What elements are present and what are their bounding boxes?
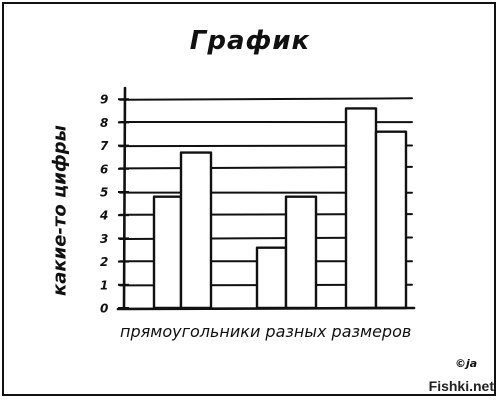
y-tick-label: 8 <box>100 116 108 130</box>
x-axis-label: прямоугольники разных размеров <box>120 322 412 341</box>
bar <box>255 246 288 310</box>
axes <box>116 86 416 311</box>
bar <box>374 130 408 310</box>
bar <box>344 107 378 310</box>
y-tick-label: 0 <box>100 302 108 316</box>
y-tick-label: 6 <box>100 162 108 176</box>
watermark-text: Fishki.net <box>428 378 494 394</box>
y-tick-label: 9 <box>100 93 108 107</box>
y-tick-label: 3 <box>100 232 108 246</box>
bar <box>179 151 213 310</box>
y-tick-label: 1 <box>100 278 108 292</box>
y-tick-label: 5 <box>100 186 108 200</box>
y-tick-label: 4 <box>99 209 108 223</box>
grid-line <box>119 97 413 101</box>
bar <box>152 195 183 310</box>
y-axis-line <box>122 86 127 310</box>
chart-title: График <box>189 26 311 56</box>
copyright-text: ©ja <box>455 357 478 370</box>
y-tick-label: 2 <box>100 255 108 269</box>
chart-frame <box>2 2 496 396</box>
x-axis-line <box>116 306 416 311</box>
y-tick-label: 7 <box>100 139 109 153</box>
bar <box>284 195 318 310</box>
bars <box>152 107 408 310</box>
y-tick-labels: 0 1 2 3 4 5 6 7 8 9 <box>99 93 109 316</box>
